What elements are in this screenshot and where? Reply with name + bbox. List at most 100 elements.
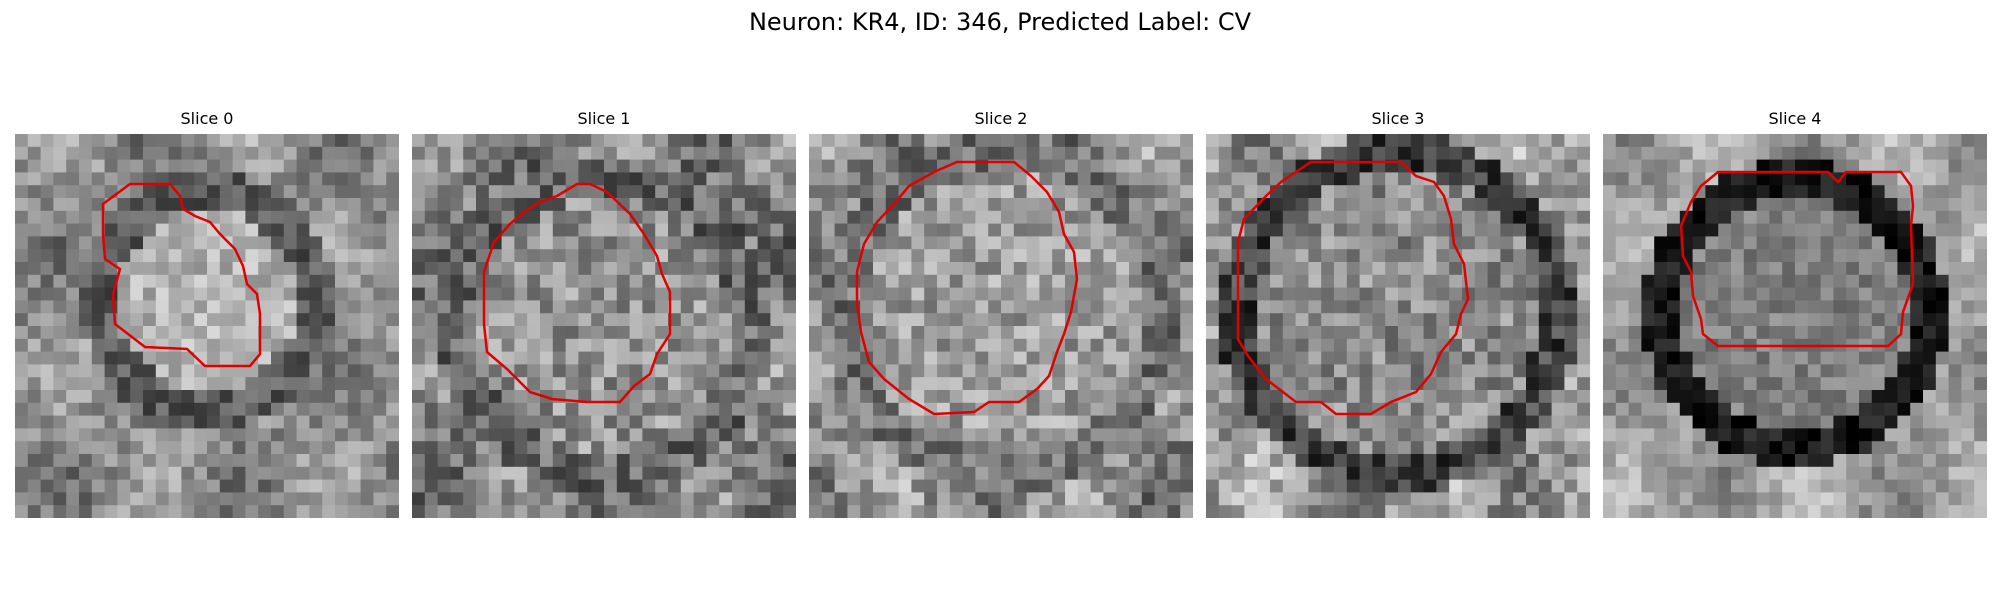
pixel-cell [501, 441, 515, 455]
pixel-cell [501, 338, 515, 353]
pixel-cell [1346, 338, 1361, 353]
pixel-cell [1603, 313, 1617, 327]
pixel-cell [1372, 364, 1386, 378]
pixel-cell [1385, 210, 1399, 225]
pixel-cell [732, 338, 746, 353]
pixel-cell [386, 441, 399, 455]
pixel-cell [1795, 364, 1809, 378]
pixel-cell [1001, 466, 1015, 481]
pixel-cell [1628, 146, 1642, 161]
pixel-cell [1705, 146, 1719, 161]
pixel-cell [1820, 377, 1834, 391]
pixel-cell [591, 441, 605, 455]
pixel-cell [1244, 466, 1258, 481]
pixel-cell [386, 415, 399, 429]
pixel-cell [283, 338, 298, 353]
pixel-cell [1795, 249, 1809, 263]
pixel-cell [1513, 402, 1527, 417]
pixel-cell [1871, 479, 1886, 493]
pixel-cell [283, 402, 298, 417]
pixel-cell [1359, 377, 1373, 391]
pixel-cell [1526, 326, 1540, 340]
pixel-cell [296, 134, 310, 148]
pixel-cell [335, 454, 349, 468]
pixel-cell [591, 402, 605, 417]
pixel-cell [540, 402, 554, 417]
pixel-cell [1654, 300, 1668, 314]
pixel-cell [1923, 134, 1937, 148]
pixel-cell [1449, 274, 1463, 289]
pixel-cell [1871, 249, 1886, 263]
pixel-cell [181, 428, 195, 442]
pixel-cell [1001, 377, 1015, 391]
pixel-cell [1923, 415, 1937, 429]
pixel-cell [1244, 377, 1258, 391]
pixel-cell [604, 223, 618, 237]
pixel-cell [732, 159, 746, 173]
pixel-cell [680, 146, 695, 161]
pixel-cell [1923, 390, 1937, 404]
pixel-cell [1654, 313, 1668, 327]
pixel-cell [1820, 159, 1834, 173]
pixel-cell [1615, 300, 1630, 314]
pixel-cell [1359, 415, 1373, 429]
slice-image [15, 134, 399, 518]
pixel-cell [1564, 415, 1578, 429]
pixel-cell [424, 249, 439, 263]
pixel-cell [1615, 415, 1630, 429]
pixel-cell [155, 454, 170, 468]
pixel-cell [1129, 198, 1143, 212]
pixel-cell [1692, 223, 1706, 237]
pixel-cell [1654, 415, 1668, 429]
pixel-cell [873, 338, 887, 353]
pixel-cell [1756, 198, 1770, 212]
pixel-cell [1538, 351, 1553, 365]
pixel-cell [949, 210, 964, 225]
pixel-cell [1308, 415, 1322, 429]
pixel-cell [1410, 210, 1425, 225]
pixel-cell [1129, 428, 1143, 442]
pixel-cell [322, 428, 336, 442]
pixel-cell [1244, 146, 1258, 161]
pixel-cell [168, 441, 182, 455]
pixel-cell [1846, 262, 1860, 276]
pixel-cell [450, 364, 464, 378]
pixel-cell [719, 454, 733, 468]
pixel-cell [1385, 492, 1399, 506]
pixel-cell [578, 172, 592, 186]
pixel-cell [860, 466, 874, 481]
pixel-cell [962, 236, 976, 250]
pixel-cell [1103, 377, 1117, 391]
pixel-cell [168, 300, 182, 314]
pixel-cell [424, 210, 439, 225]
pixel-cell [1090, 300, 1104, 314]
pixel-cell [1167, 326, 1181, 340]
pixel-cell [732, 146, 746, 161]
pixel-cell [232, 326, 246, 340]
pixel-cell [1526, 428, 1540, 442]
segmentation-contour [1679, 170, 1915, 348]
pixel-cell [527, 505, 541, 518]
pixel-cell [424, 274, 439, 289]
pixel-cell [540, 479, 554, 493]
pixel-cell [578, 236, 592, 250]
pixel-cell [1077, 454, 1092, 468]
pixel-cell [1282, 492, 1297, 506]
pixel-cell [873, 300, 887, 314]
pixel-cell [1859, 351, 1873, 365]
pixel-cell [1282, 415, 1297, 429]
pixel-cell [642, 428, 656, 442]
pixel-cell [1756, 287, 1770, 301]
pixel-cell [1500, 249, 1514, 263]
pixel-cell [91, 313, 106, 327]
pixel-cell [527, 364, 541, 378]
pixel-cell [1923, 441, 1937, 455]
pixel-cell [1410, 236, 1425, 250]
pixel-cell [680, 249, 695, 263]
pixel-cell [1577, 274, 1590, 289]
pixel-cell [155, 338, 170, 353]
pixel-cell [245, 300, 259, 314]
pixel-cell [1705, 454, 1719, 468]
pixel-cell [604, 159, 618, 173]
pixel-cell [117, 313, 131, 327]
